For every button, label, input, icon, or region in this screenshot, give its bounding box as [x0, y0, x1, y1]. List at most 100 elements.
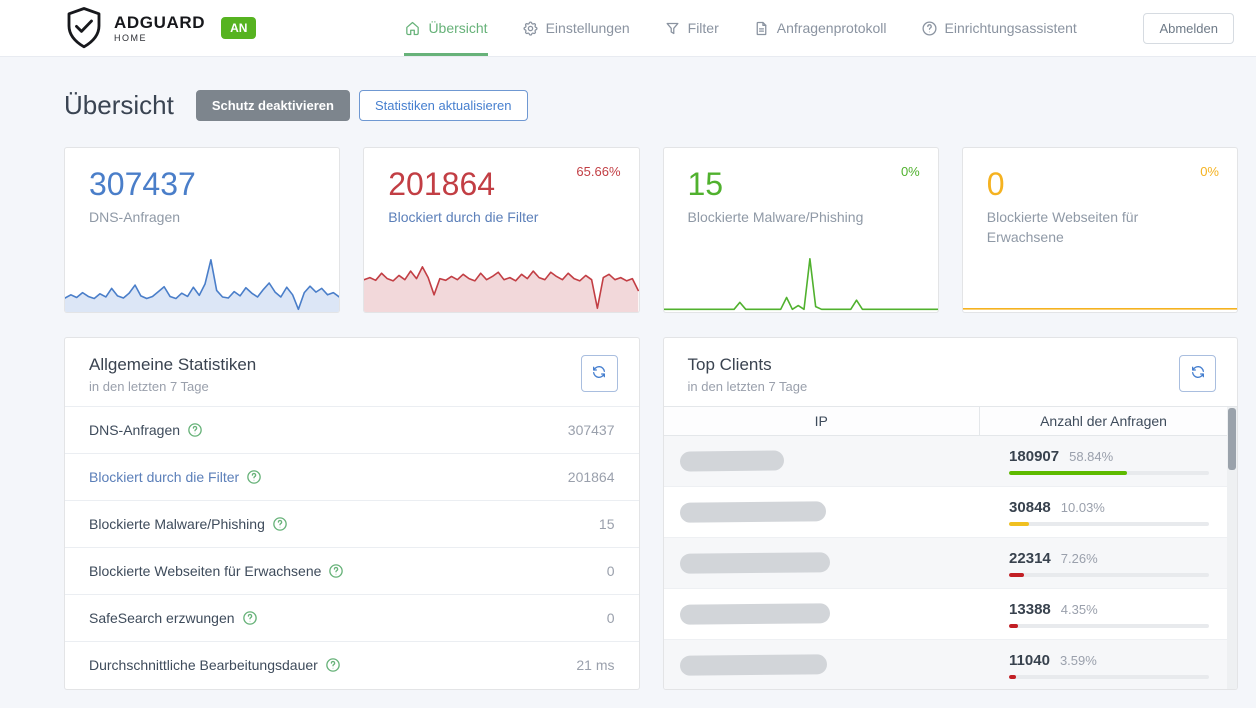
statistics-row: Blockierte Webseiten für Erwachsene 0	[65, 547, 639, 594]
column-header-ip[interactable]: IP	[814, 413, 828, 429]
statistics-row-value: 201864	[567, 469, 615, 485]
scrollbar-thumb[interactable]	[1228, 408, 1236, 470]
client-count-cell: 22314 7.26%	[979, 538, 1227, 588]
client-request-count: 13388	[1009, 600, 1051, 618]
stat-card-label: Blockierte Malware/Phishing	[687, 208, 864, 225]
general-statistics-card: Allgemeine Statistiken in den letzten 7 …	[64, 337, 640, 690]
help-circle-icon[interactable]	[246, 469, 262, 485]
table-scrollbar	[1227, 407, 1237, 689]
nav-item-anfragenprotokoll[interactable]: Anfragenprotokoll	[753, 0, 887, 56]
stat-card-sparkline-chart	[664, 254, 938, 312]
statistics-row: Blockierte Malware/Phishing 15	[65, 500, 639, 547]
client-request-percent: 4.35%	[1060, 601, 1098, 617]
client-ip-cell	[664, 487, 980, 537]
stat-card-value: 15	[687, 166, 724, 202]
client-progress-bar	[1009, 470, 1209, 475]
brand-sub: HOME	[114, 32, 147, 43]
home-icon	[404, 20, 421, 37]
client-ip-cell	[664, 589, 980, 639]
stat-card-sparkline-chart	[364, 254, 639, 312]
client-ip-cell	[664, 538, 980, 588]
client-count-cell: 30848 10.03%	[979, 487, 1227, 537]
brand-name: ADGUARD	[114, 12, 206, 32]
client-count-cell: 180907 58.84%	[979, 436, 1227, 486]
client-request-percent: 7.26%	[1060, 550, 1098, 566]
shield-check-icon	[64, 6, 104, 50]
help-circle-icon[interactable]	[325, 657, 341, 673]
logout-button[interactable]: Abmelden	[1143, 12, 1234, 44]
top-client-row: 13388 4.35%	[663, 589, 1227, 640]
page-head: Übersicht Schutz deaktivieren Statistike…	[64, 90, 1238, 121]
statistics-row: Blockiert durch die Filter 201864	[65, 453, 639, 500]
statistics-row-label: Blockierte Webseiten für Erwachsene	[89, 563, 344, 579]
redacted-ip	[679, 501, 826, 523]
stat-card-label[interactable]: Blockiert durch die Filter	[388, 208, 539, 225]
nav-item-einstellungen[interactable]: Einstellungen	[522, 0, 630, 56]
redacted-ip	[679, 603, 830, 625]
column-header-count[interactable]: Anzahl der Anfragen	[979, 407, 1227, 435]
stat-card: 0% 0 Blockierte Webseiten für Erwachsene	[961, 147, 1238, 313]
stat-card: 65.66% 201864 Blockiert durch die Filter	[363, 147, 640, 313]
stat-card: 0% 15 Blockierte Malware/Phishing	[662, 147, 939, 313]
help-circle-icon[interactable]	[328, 563, 344, 579]
help-circle-icon[interactable]	[187, 422, 203, 438]
statistics-row-value: 307437	[567, 422, 615, 438]
refresh-general-statistics-button[interactable]	[580, 355, 618, 392]
gear-icon	[522, 20, 539, 37]
app-header: ADGUARD HOME AN Übersicht Einstellungen …	[0, 0, 1256, 57]
redacted-ip	[679, 552, 830, 574]
help-circle-icon[interactable]	[242, 610, 258, 626]
nav-item--bersicht[interactable]: Übersicht	[404, 0, 488, 56]
client-progress-fill	[1009, 623, 1018, 628]
statistics-row: Durchschnittliche Bearbeitungsdauer 21 m…	[65, 641, 639, 688]
client-request-count: 180907	[1009, 447, 1060, 465]
stat-card-value: 307437	[89, 166, 196, 202]
client-request-count: 30848	[1009, 498, 1051, 516]
client-request-count: 11040	[1009, 651, 1050, 669]
stat-card-label: DNS-Anfragen	[89, 208, 181, 225]
client-progress-bar	[1009, 572, 1209, 577]
stat-card-label: Blockierte Webseiten für Erwachsene	[986, 208, 1139, 246]
filter-icon	[664, 20, 681, 37]
client-ip-cell	[664, 436, 980, 486]
adguard-logo[interactable]: ADGUARD HOME AN	[64, 0, 257, 56]
disable-protection-button[interactable]: Schutz deaktivieren	[195, 90, 350, 121]
statistics-row-value: 21 ms	[576, 657, 615, 673]
statistics-row: SafeSearch erzwungen 0	[65, 594, 639, 641]
refresh-top-clients-button[interactable]	[1179, 355, 1216, 392]
client-request-count: 22314	[1009, 549, 1051, 567]
client-ip-cell	[664, 640, 980, 689]
statistics-row-label: Blockierte Malware/Phishing	[89, 516, 288, 532]
document-icon	[753, 20, 770, 37]
stat-card-value: 0	[986, 166, 1005, 202]
stat-card-value: 201864	[388, 166, 496, 202]
statistics-row-value: 0	[606, 563, 615, 579]
redacted-ip	[679, 654, 827, 676]
statistics-row-label[interactable]: Blockiert durch die Filter	[89, 469, 262, 485]
statistics-row-value: 0	[606, 610, 615, 626]
top-client-row: 22314 7.26%	[663, 538, 1227, 589]
stat-card-sparkline-chart	[65, 254, 340, 312]
client-request-percent: 10.03%	[1060, 499, 1105, 515]
panels: Allgemeine Statistiken in den letzten 7 …	[64, 337, 1238, 690]
top-clients-table: IP Anzahl der Anfragen 180907 58.84% 308…	[663, 406, 1237, 689]
stat-card-percent: 0%	[1200, 164, 1219, 179]
help-icon	[921, 20, 938, 37]
stat-card: 307437 DNS-Anfragen	[64, 147, 341, 313]
client-progress-fill	[1009, 470, 1127, 475]
refresh-icon	[1190, 364, 1206, 383]
help-circle-icon[interactable]	[272, 516, 288, 532]
nav-item-filter[interactable]: Filter	[664, 0, 719, 56]
general-statistics-title: Allgemeine Statistiken	[89, 355, 257, 374]
redacted-ip	[679, 450, 784, 472]
stat-card-percent: 65.66%	[576, 164, 621, 179]
statistics-row-value: 15	[598, 516, 615, 532]
stat-cards: 307437 DNS-Anfragen 65.66% 201864 Blocki…	[64, 147, 1238, 313]
top-clients-subtitle: in den letzten 7 Tage	[687, 379, 808, 394]
refresh-statistics-button[interactable]: Statistiken aktualisieren	[358, 90, 528, 121]
statistics-row-label: Durchschnittliche Bearbeitungsdauer	[89, 657, 341, 673]
statistics-row-label: DNS-Anfragen	[89, 422, 203, 438]
client-progress-fill	[1009, 674, 1017, 679]
client-progress-fill	[1009, 572, 1024, 577]
nav-item-einrichtungsassistent[interactable]: Einrichtungsassistent	[921, 0, 1077, 56]
